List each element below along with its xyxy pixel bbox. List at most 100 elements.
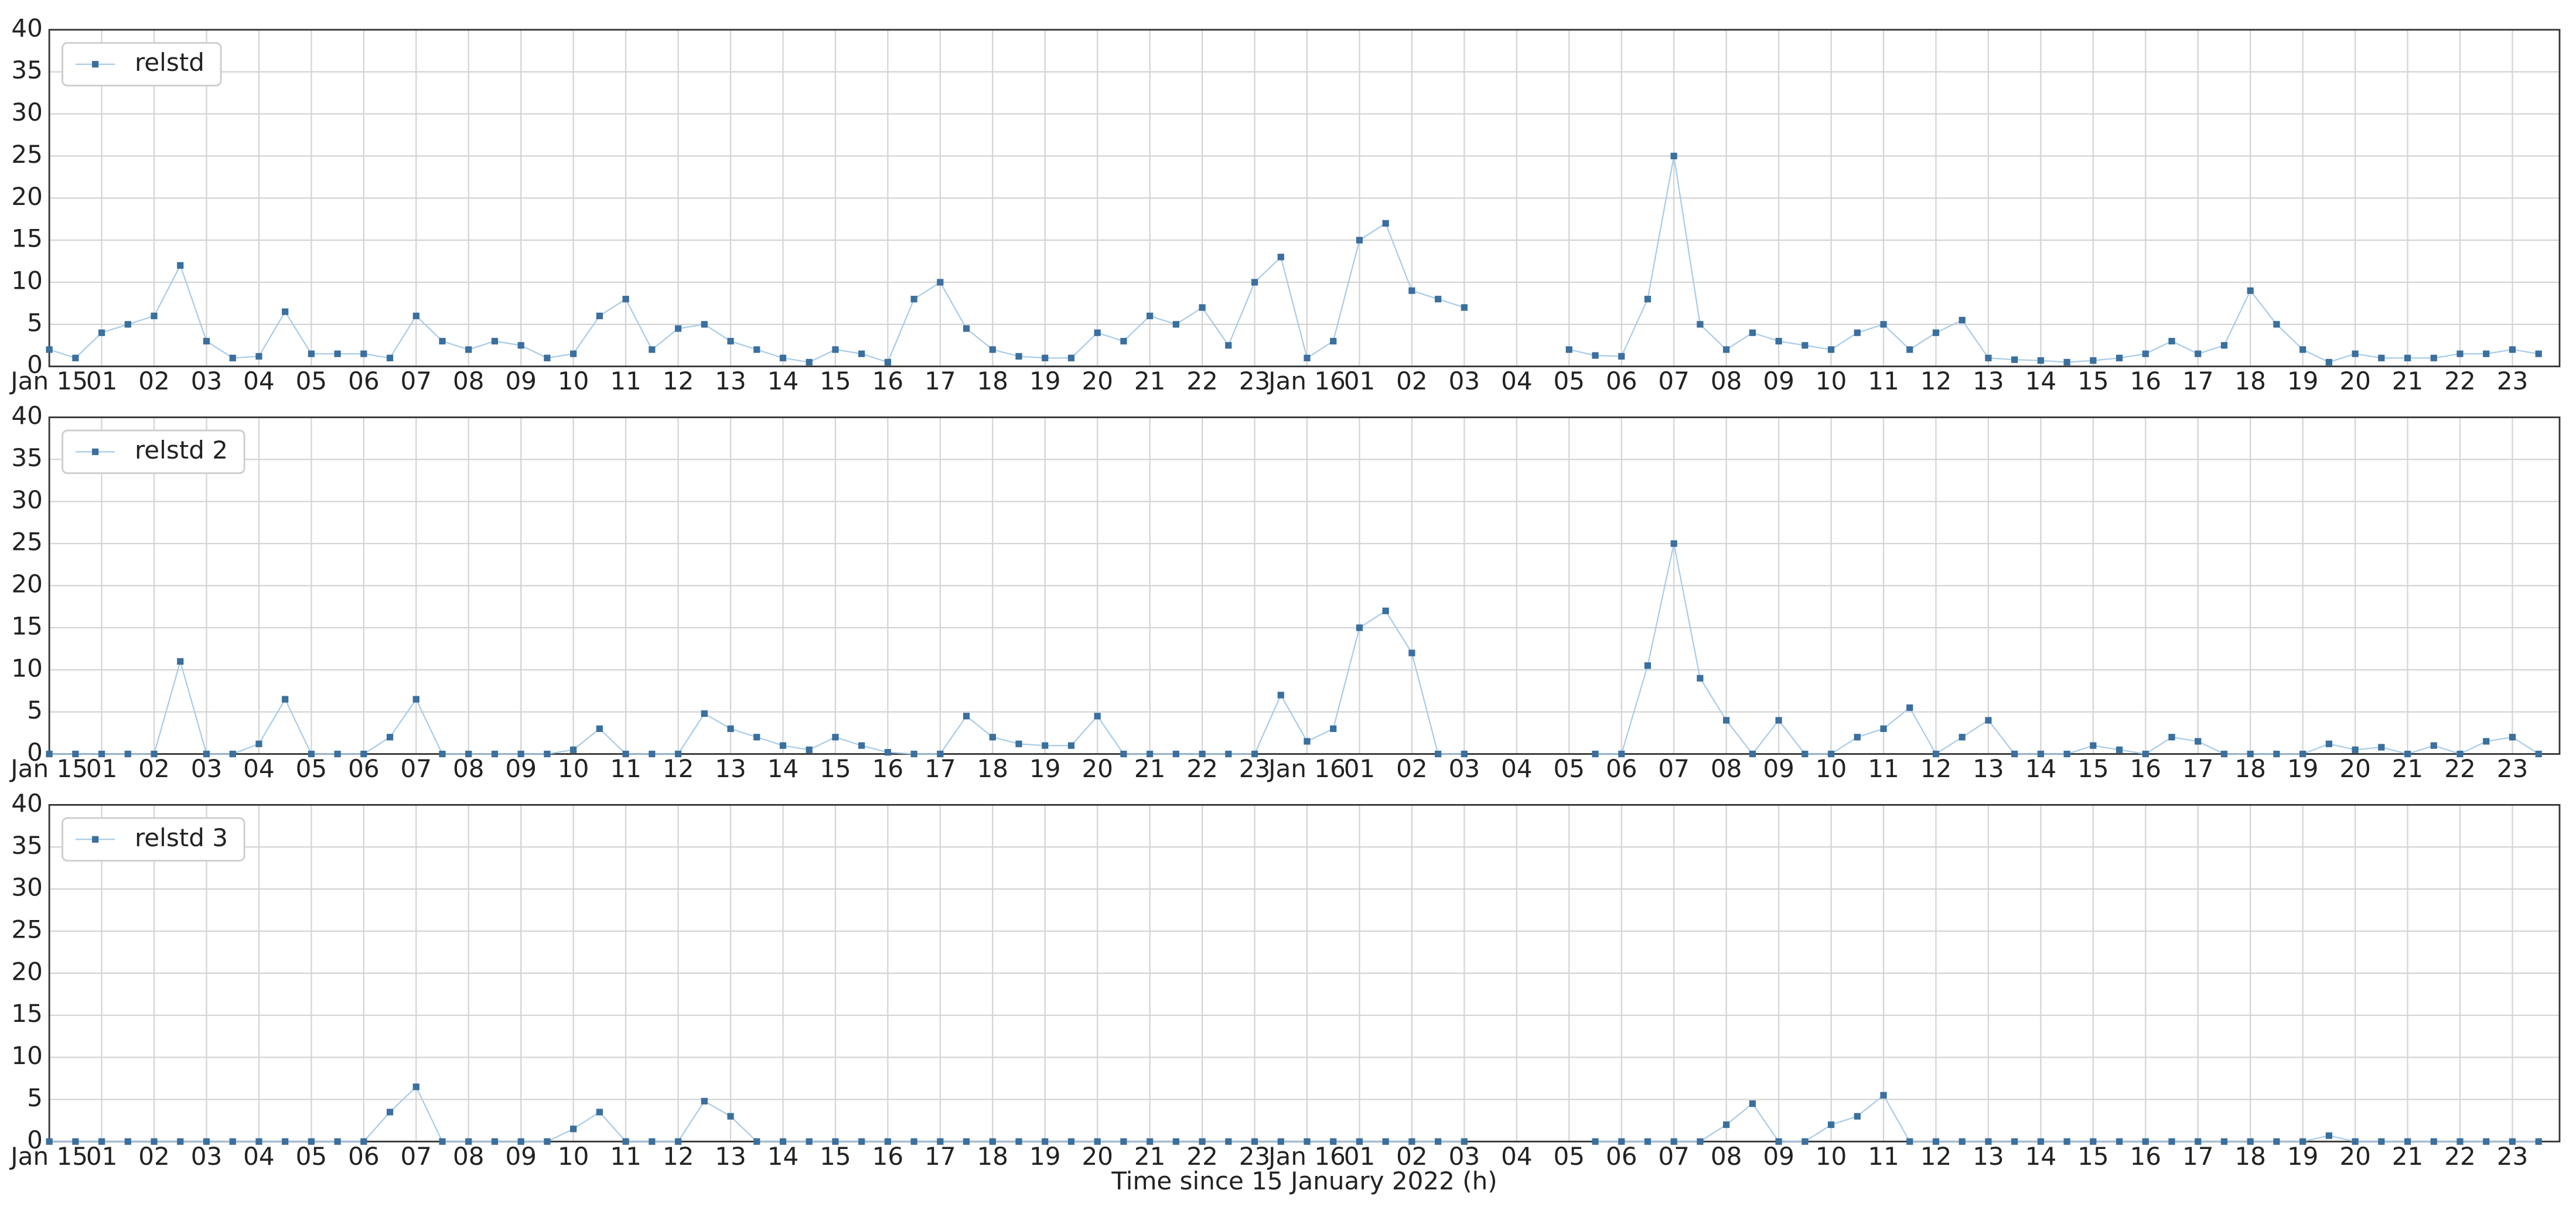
data-point bbox=[727, 337, 734, 345]
x-tick-label: 03 bbox=[191, 1142, 223, 1171]
data-point bbox=[753, 734, 760, 741]
legend-marker bbox=[92, 836, 99, 843]
data-point bbox=[177, 262, 184, 269]
legend: relstd bbox=[62, 42, 222, 87]
data-point bbox=[858, 350, 865, 357]
data-point bbox=[1644, 1138, 1652, 1145]
data-point bbox=[1147, 750, 1154, 758]
x-tick-label: 09 bbox=[1763, 367, 1794, 395]
data-point bbox=[308, 350, 315, 357]
x-tick-label: 08 bbox=[1711, 1142, 1742, 1171]
y-tick-label: 25 bbox=[11, 140, 43, 169]
data-point bbox=[1304, 738, 1311, 745]
data-point bbox=[308, 1138, 315, 1145]
data-point bbox=[151, 750, 158, 758]
data-point bbox=[2378, 1138, 2385, 1145]
y-tick-label: 30 bbox=[11, 873, 43, 902]
data-point bbox=[1225, 342, 1232, 349]
data-point bbox=[1094, 1138, 1101, 1145]
data-point bbox=[2220, 750, 2228, 758]
data-point bbox=[1618, 1138, 1625, 1145]
data-point bbox=[2509, 346, 2516, 353]
data-point bbox=[570, 746, 577, 753]
data-point bbox=[1382, 220, 1389, 227]
y-tick-label: 10 bbox=[11, 654, 43, 682]
y-tick-label: 25 bbox=[11, 915, 43, 943]
data-point bbox=[1147, 312, 1154, 320]
data-point bbox=[1356, 1138, 1363, 1145]
data-point bbox=[2273, 321, 2280, 328]
data-point bbox=[832, 346, 839, 353]
data-point bbox=[2404, 750, 2411, 758]
data-point bbox=[806, 1138, 813, 1145]
data-point bbox=[282, 1138, 289, 1145]
data-point bbox=[674, 750, 682, 758]
data-point bbox=[1147, 1138, 1154, 1145]
data-point bbox=[46, 346, 53, 353]
x-tick-label: 16 bbox=[872, 754, 904, 783]
data-point bbox=[255, 353, 262, 360]
legend-label: relstd 2 bbox=[135, 436, 228, 464]
data-point bbox=[2325, 740, 2332, 747]
x-tick-label: 01 bbox=[1344, 1142, 1376, 1171]
x-tick-label: 13 bbox=[1973, 1142, 2004, 1171]
x-tick-label: 16 bbox=[872, 367, 904, 395]
data-point bbox=[151, 312, 158, 320]
x-tick-label: 05 bbox=[296, 1142, 327, 1171]
y-tick-label: 40 bbox=[11, 401, 43, 430]
data-point bbox=[2247, 1138, 2254, 1145]
x-tick-label: 04 bbox=[1501, 1142, 1533, 1171]
x-tick-label: 10 bbox=[558, 1142, 589, 1171]
x-tick-label: 21 bbox=[1134, 367, 1166, 395]
data-point bbox=[412, 312, 419, 320]
data-point bbox=[1592, 750, 1599, 758]
x-tick-label: 23 bbox=[1239, 754, 1271, 783]
x-tick-label: 06 bbox=[348, 1142, 380, 1171]
data-point bbox=[1251, 1138, 1258, 1145]
x-tick-label: 02 bbox=[1396, 754, 1428, 783]
x-tick-label: 09 bbox=[505, 1142, 537, 1171]
data-point bbox=[1985, 354, 1992, 361]
data-point bbox=[2299, 750, 2307, 758]
y-tick-label: 20 bbox=[11, 182, 43, 211]
data-point bbox=[2063, 750, 2070, 758]
data-point bbox=[1854, 329, 1861, 336]
x-tick-label: 13 bbox=[1973, 754, 2004, 783]
x-tick-label: 15 bbox=[820, 367, 851, 395]
data-point bbox=[1356, 624, 1363, 631]
data-point bbox=[491, 337, 499, 345]
data-point bbox=[2509, 734, 2516, 741]
data-point bbox=[1251, 750, 1258, 758]
data-point bbox=[2456, 1138, 2464, 1145]
data-point bbox=[544, 1138, 551, 1145]
data-point bbox=[124, 750, 131, 758]
data-point bbox=[937, 1138, 944, 1145]
data-point bbox=[1670, 540, 1677, 547]
data-point bbox=[753, 1138, 760, 1145]
data-point bbox=[1749, 329, 1756, 336]
data-point bbox=[203, 1138, 210, 1145]
data-point bbox=[2483, 738, 2490, 745]
data-point bbox=[806, 746, 813, 753]
data-point bbox=[517, 1138, 524, 1145]
data-point bbox=[2142, 750, 2149, 758]
data-point bbox=[2063, 358, 2070, 366]
data-point bbox=[701, 321, 708, 328]
x-tick-label: 08 bbox=[1711, 754, 1742, 783]
x-tick-label: 23 bbox=[2497, 1142, 2529, 1171]
data-point bbox=[1985, 717, 1992, 724]
data-point bbox=[282, 696, 289, 703]
data-point bbox=[177, 658, 184, 665]
x-tick-label: 03 bbox=[191, 754, 223, 783]
data-point bbox=[360, 1138, 367, 1145]
data-point bbox=[2535, 1138, 2542, 1145]
data-point bbox=[1932, 750, 1940, 758]
data-point bbox=[386, 1109, 394, 1116]
data-point bbox=[412, 696, 419, 703]
data-point bbox=[151, 1138, 158, 1145]
data-point bbox=[1906, 704, 1913, 712]
x-tick-label: Jan 15 bbox=[9, 754, 88, 783]
x-tick-label: 14 bbox=[767, 754, 799, 783]
data-point bbox=[203, 750, 210, 758]
x-tick-label: 19 bbox=[1029, 1142, 1061, 1171]
